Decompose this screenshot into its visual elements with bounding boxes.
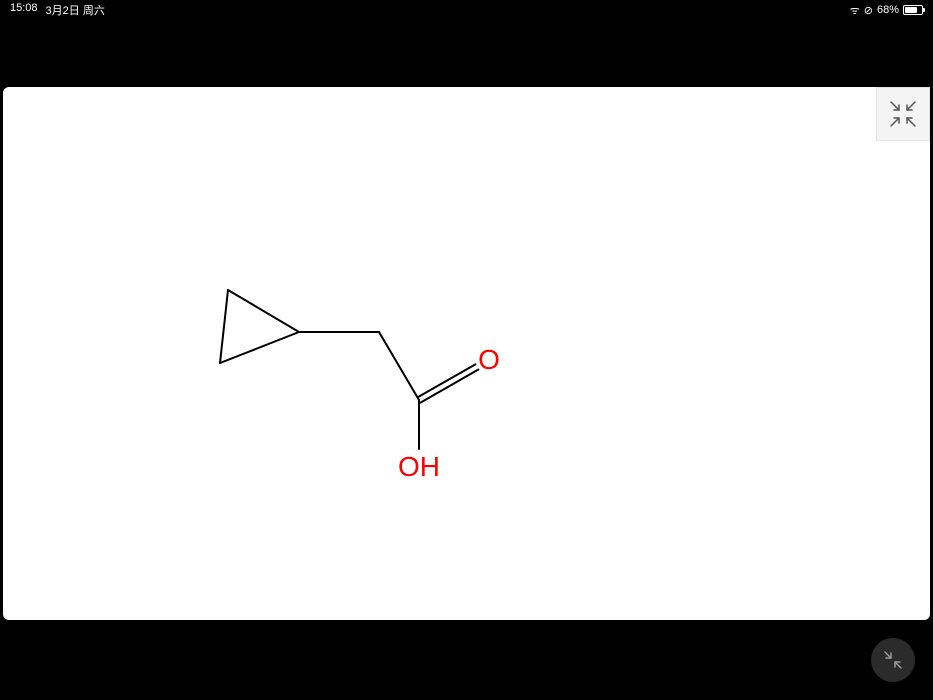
molecule-diagram: O OH <box>3 87 930 620</box>
content-card: O OH <box>3 87 930 620</box>
shrink-icon <box>882 649 904 671</box>
battery-percent: 68% <box>877 4 899 16</box>
orientation-lock-icon: ⊘ <box>864 4 873 17</box>
status-date: 3月2日 周六 <box>46 2 105 18</box>
battery-icon <box>903 5 923 15</box>
shrink-fab-button[interactable] <box>871 638 915 682</box>
status-time: 15:08 <box>10 2 38 18</box>
wifi-icon: ᯤ <box>850 3 860 18</box>
status-right: ᯤ ⊘ 68% <box>850 3 923 18</box>
battery-fill <box>905 7 917 13</box>
status-bar: 15:08 3月2日 周六 ᯤ ⊘ 68% <box>0 0 933 20</box>
atom-label: O <box>478 346 500 374</box>
status-left: 15:08 3月2日 周六 <box>10 2 105 18</box>
atom-label: OH <box>398 453 440 481</box>
molecule-bonds <box>3 87 930 620</box>
